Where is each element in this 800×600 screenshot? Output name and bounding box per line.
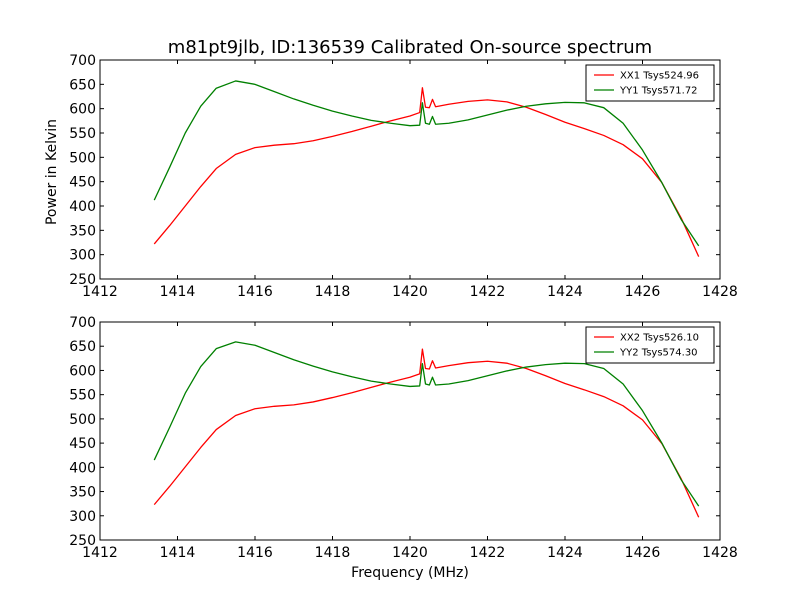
y-tick-label: 550 <box>69 388 96 404</box>
y-tick-label: 300 <box>69 509 96 525</box>
x-tick-label: 1424 <box>547 284 583 300</box>
x-tick-label: 1416 <box>237 545 273 561</box>
series-line-green <box>153 341 700 507</box>
x-tick-label: 1418 <box>315 284 351 300</box>
x-tick-label: 1422 <box>470 545 506 561</box>
legend-box <box>585 64 715 102</box>
series-line-red <box>153 348 700 518</box>
top-panel: 1412 1414 1416 1418 1420 1422 1424 1426 1428 250 3… <box>69 53 738 300</box>
y-tick-label: 600 <box>69 102 96 118</box>
legend-entry: XX1 Tsys524.96 <box>620 71 699 82</box>
x-tick-label: 1412 <box>82 284 118 300</box>
legend-entry: YY1 Tsys571.72 <box>619 86 698 97</box>
y-tick-label: 650 <box>69 339 96 355</box>
x-tick-label: 1414 <box>160 284 196 300</box>
legend-entry: YY2 Tsys574.30 <box>619 348 698 359</box>
y-tick-label: 300 <box>69 248 96 264</box>
x-tick-label: 1420 <box>392 284 428 300</box>
y-axis-label: Power in Kelvin <box>44 119 60 225</box>
legend-entry: XX2 Tsys526.10 <box>620 333 699 344</box>
x-tick-label: 1428 <box>702 284 738 300</box>
x-tick-label: 1422 <box>470 284 506 300</box>
y-tick-label: 400 <box>69 199 96 215</box>
y-tick-label: 250 <box>69 533 96 549</box>
legend: XX2 Tsys526.10 YY2 Tsys574.30 <box>585 326 715 364</box>
chart-title: m81pt9jlb, ID:136539 Calibrated On-sourc… <box>168 37 652 58</box>
y-tick-label: 350 <box>69 223 96 239</box>
bottom-panel: 1412 1414 1416 1418 1420 1422 1424 1426 1428 250 3… <box>69 315 738 561</box>
y-tick-label: 250 <box>69 272 96 288</box>
y-tick-label: 700 <box>69 315 96 331</box>
y-tick-label: 550 <box>69 126 96 142</box>
x-tick-label: 1424 <box>547 545 583 561</box>
y-tick-label: 450 <box>69 436 96 452</box>
y-tick-label: 350 <box>69 485 96 501</box>
x-tick-label: 1412 <box>82 545 118 561</box>
x-tick-label: 1420 <box>392 545 428 561</box>
y-tick-label: 500 <box>69 150 96 166</box>
x-tick-label: 1414 <box>160 545 196 561</box>
y-tick-label: 400 <box>69 460 96 476</box>
series-line-red <box>153 87 700 257</box>
legend-box <box>585 326 715 364</box>
x-tick-label: 1416 <box>237 284 273 300</box>
x-tick-label: 1426 <box>625 284 661 300</box>
legend: XX1 Tsys524.96 YY1 Tsys571.72 <box>585 64 715 102</box>
x-tick-label: 1426 <box>625 545 661 561</box>
y-tick-label: 700 <box>69 53 96 69</box>
y-tick-label: 600 <box>69 363 96 379</box>
y-tick-label: 450 <box>69 175 96 191</box>
y-tick-label: 500 <box>69 412 96 428</box>
x-tick-label: 1428 <box>702 545 738 561</box>
x-tick-label: 1418 <box>315 545 351 561</box>
x-axis-label: Frequency (MHz) <box>351 565 469 581</box>
y-tick-label: 650 <box>69 77 96 93</box>
series-line-green <box>153 80 700 247</box>
